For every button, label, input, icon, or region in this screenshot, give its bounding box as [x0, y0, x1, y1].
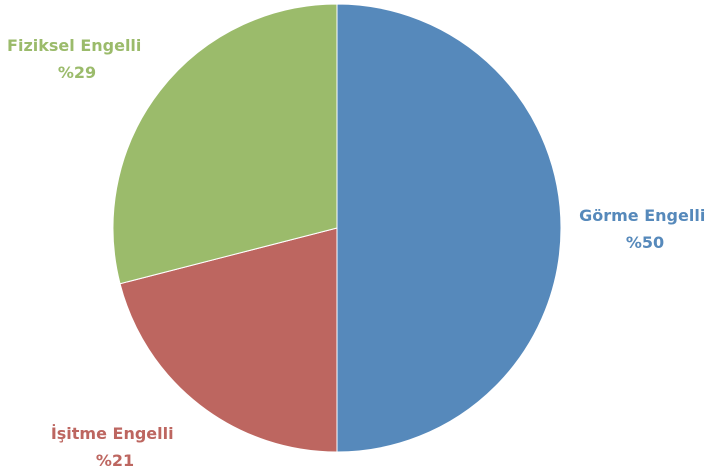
- slice-label-gorme-value: %50: [626, 233, 664, 252]
- pie-labels: Görme Engelli %50 İşitme Engelli %21 Fiz…: [7, 36, 711, 470]
- slice-fiziksel: [112, 3, 338, 285]
- slice-label-gorme: Görme Engelli %50: [579, 206, 711, 252]
- slice-gorme: [336, 3, 562, 453]
- slice-isitme: [119, 227, 338, 453]
- slice-label-fiziksel: Fiziksel Engelli %29: [7, 36, 147, 82]
- slice-label-isitme-name: İşitme Engelli: [51, 424, 174, 443]
- slice-label-fiziksel-value: %29: [58, 63, 96, 82]
- slice-label-isitme-value: %21: [96, 451, 134, 470]
- slice-label-isitme: İşitme Engelli %21: [51, 424, 179, 470]
- slice-label-gorme-name: Görme Engelli: [579, 206, 705, 225]
- pie-slices: [112, 3, 562, 453]
- slice-label-fiziksel-name: Fiziksel Engelli: [7, 36, 141, 55]
